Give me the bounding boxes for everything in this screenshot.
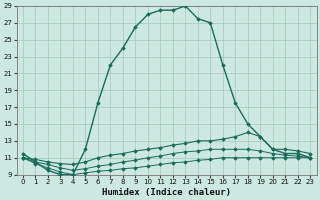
X-axis label: Humidex (Indice chaleur): Humidex (Indice chaleur) [102, 188, 231, 197]
